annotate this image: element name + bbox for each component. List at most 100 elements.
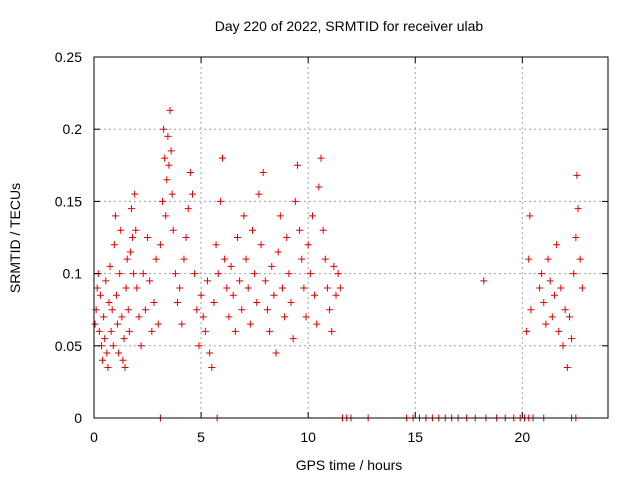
data-point	[91, 320, 99, 328]
data-points	[91, 106, 586, 422]
data-point	[233, 234, 241, 241]
data-point	[195, 342, 203, 350]
plot-frame	[93, 56, 609, 419]
data-point	[96, 291, 104, 299]
data-point	[210, 298, 218, 306]
data-point	[281, 313, 289, 321]
data-point	[563, 363, 571, 371]
x-tick-label: 15	[407, 429, 423, 445]
x-tick-label: 10	[300, 429, 316, 445]
data-point	[108, 306, 116, 314]
data-point	[118, 313, 126, 321]
data-point	[163, 176, 171, 184]
data-point	[229, 291, 237, 299]
data-point	[523, 327, 531, 335]
data-point	[336, 284, 344, 292]
data-point	[308, 212, 316, 220]
data-point	[106, 262, 114, 270]
data-point	[319, 226, 327, 234]
data-point	[313, 320, 321, 328]
data-point	[240, 212, 248, 220]
data-point	[197, 291, 205, 299]
data-point	[257, 241, 265, 249]
data-point	[266, 327, 274, 335]
data-point	[105, 298, 113, 306]
data-point	[174, 298, 182, 306]
data-point	[208, 363, 216, 371]
data-point	[144, 234, 152, 241]
axis-ticks	[93, 56, 608, 419]
data-point	[131, 190, 139, 198]
data-point	[110, 241, 118, 249]
data-point	[259, 169, 267, 177]
data-point	[166, 106, 174, 114]
data-point	[139, 270, 147, 278]
data-point	[293, 161, 301, 169]
y-tick-label: 0.1	[63, 266, 83, 282]
data-point	[561, 306, 569, 314]
data-point	[253, 298, 261, 306]
data-point	[102, 277, 110, 285]
data-point	[242, 255, 250, 263]
x-axis-label: GPS time / hours	[296, 457, 403, 473]
data-point	[542, 320, 550, 328]
data-point	[176, 284, 184, 292]
data-point	[95, 327, 103, 335]
data-point	[317, 154, 325, 162]
data-point	[572, 234, 580, 241]
data-point	[538, 270, 546, 278]
data-point	[101, 335, 109, 343]
data-point	[117, 226, 125, 234]
data-point	[161, 154, 169, 162]
data-point	[546, 277, 554, 285]
data-point	[199, 313, 207, 321]
data-point	[214, 270, 222, 278]
data-point	[204, 277, 212, 285]
data-point	[525, 255, 533, 263]
x-tick-labels: 0 5 10 15 20	[90, 429, 530, 445]
data-point	[148, 327, 156, 335]
data-point	[180, 255, 188, 263]
data-point	[159, 197, 167, 205]
data-point	[111, 212, 119, 220]
data-point	[125, 327, 133, 335]
y-tick-label: 0.25	[55, 49, 82, 65]
data-point	[555, 327, 563, 335]
data-point	[216, 197, 224, 205]
data-point	[114, 320, 122, 328]
data-point	[296, 226, 304, 234]
chart-title: Day 220 of 2022, SRMTID for receiver ula…	[215, 18, 484, 34]
data-point	[156, 241, 164, 249]
data-point	[164, 132, 172, 140]
data-point	[330, 262, 338, 270]
data-point	[122, 284, 130, 292]
data-point	[115, 349, 123, 357]
data-point	[223, 284, 231, 292]
data-point	[169, 226, 177, 234]
data-point	[107, 327, 115, 335]
data-point	[578, 284, 586, 292]
grid-lines	[94, 57, 608, 418]
data-point	[527, 306, 535, 314]
data-point	[291, 197, 299, 205]
data-point	[236, 277, 244, 285]
data-point	[221, 255, 229, 263]
data-point	[548, 313, 556, 321]
data-point	[244, 284, 252, 292]
data-point	[189, 190, 197, 198]
data-point	[93, 284, 101, 292]
data-point	[276, 212, 284, 220]
data-point	[141, 306, 149, 314]
data-point	[311, 291, 319, 299]
data-point	[178, 320, 186, 328]
x-tick-label: 0	[90, 429, 98, 445]
data-point	[480, 277, 488, 285]
data-point	[544, 255, 552, 263]
data-point	[246, 320, 254, 328]
y-axis-label: SRMTID / TECUs	[7, 183, 23, 293]
data-point	[304, 241, 312, 249]
data-point	[99, 356, 107, 364]
y-tick-label: 0.05	[55, 338, 82, 354]
data-point	[570, 270, 578, 278]
data-point	[201, 327, 209, 335]
